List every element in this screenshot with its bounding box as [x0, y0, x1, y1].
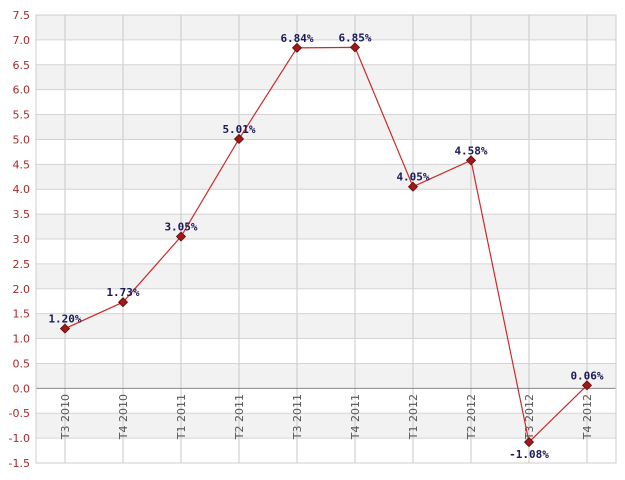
grid-band	[36, 64, 616, 90]
data-label: 4.58%	[454, 144, 487, 157]
data-point-marker	[407, 181, 419, 192]
data-point-marker	[233, 133, 245, 145]
grid-band	[36, 114, 616, 140]
data-point-marker	[291, 42, 303, 53]
data-label: 3.05%	[164, 221, 197, 234]
x-tick-label: T1 2011	[175, 394, 188, 440]
x-tick-label: T4 2011	[349, 394, 362, 440]
data-labels: 1.20% 1.73% 3.05% 5.01% 6.84% 6.85% 4.05% 4.58%…	[48, 31, 603, 461]
grid-band	[36, 313, 616, 339]
grid-band	[36, 263, 616, 289]
plot-frame	[35, 14, 617, 464]
y-tick-label: 6.5	[13, 59, 31, 72]
y-tick-label: 5.0	[13, 133, 31, 146]
grid-band	[36, 363, 616, 389]
y-tick-label: -0.5	[9, 407, 30, 420]
y-tick-label: 3.5	[13, 208, 31, 221]
data-label: 5.01%	[222, 123, 255, 136]
x-tick-label: T2 2011	[233, 394, 246, 440]
y-tick-label: 2.5	[13, 258, 31, 271]
y-tick-label: 1.5	[13, 308, 31, 321]
data-point-marker	[59, 323, 71, 334]
x-tick-label: T2 2012	[465, 394, 478, 440]
y-tick-label: 2.0	[13, 283, 31, 296]
data-label: 1.73%	[106, 286, 139, 299]
grid-band	[36, 15, 616, 40]
y-tick-label: -1.5	[9, 457, 30, 470]
y-tick-label: 7.0	[13, 34, 31, 47]
data-point-marker	[117, 297, 129, 308]
x-axis: T3 2010 T4 2010 T1 2011 T2 2011 T3 2011 T4 20…	[59, 394, 594, 440]
data-point-marker	[523, 437, 535, 448]
x-tick-label: T3 2011	[291, 394, 304, 440]
y-tick-label: 3.0	[13, 233, 31, 246]
data-point-marker	[349, 42, 361, 53]
x-tick-label: T3 2010	[59, 394, 72, 440]
y-tick-label: 4.0	[13, 183, 31, 196]
grid-band	[36, 164, 616, 190]
grid-band	[36, 214, 616, 239]
data-label: -1.08%	[509, 448, 549, 461]
data-label: 0.06%	[570, 369, 603, 382]
x-tick-label: T1 2012	[407, 394, 420, 440]
x-tick-label: T3 2012	[523, 394, 536, 440]
data-label: 6.84%	[280, 32, 313, 45]
data-label: 4.05%	[396, 171, 429, 184]
y-tick-label: 7.5	[13, 9, 31, 22]
y-tick-label: 1.0	[13, 333, 31, 346]
y-axis: -1.5 -1.0 -0.5 0.0 0.5 1.0 1.5 2.0 2.5 3.0 3.5 4.0 4…	[9, 9, 30, 470]
x-tick-label: T4 2010	[117, 394, 130, 440]
y-tick-label: -1.0	[9, 432, 30, 445]
y-tick-label: 5.5	[13, 109, 31, 122]
data-series	[59, 42, 593, 448]
y-tick-label: 0.5	[13, 357, 31, 370]
y-tick-label: 6.0	[13, 84, 31, 97]
y-tick-label: 0.0	[13, 382, 31, 395]
data-label: 1.20%	[48, 313, 81, 326]
data-point-marker	[465, 155, 477, 166]
y-tick-label: 4.5	[13, 158, 31, 171]
x-tick-label: T4 2012	[581, 394, 594, 440]
horizontal-gridlines	[35, 14, 617, 464]
data-point-marker	[581, 380, 593, 391]
grid-band	[36, 413, 616, 439]
data-label: 6.85%	[338, 31, 371, 44]
data-point-marker	[175, 231, 187, 242]
series-line	[64, 46, 588, 444]
